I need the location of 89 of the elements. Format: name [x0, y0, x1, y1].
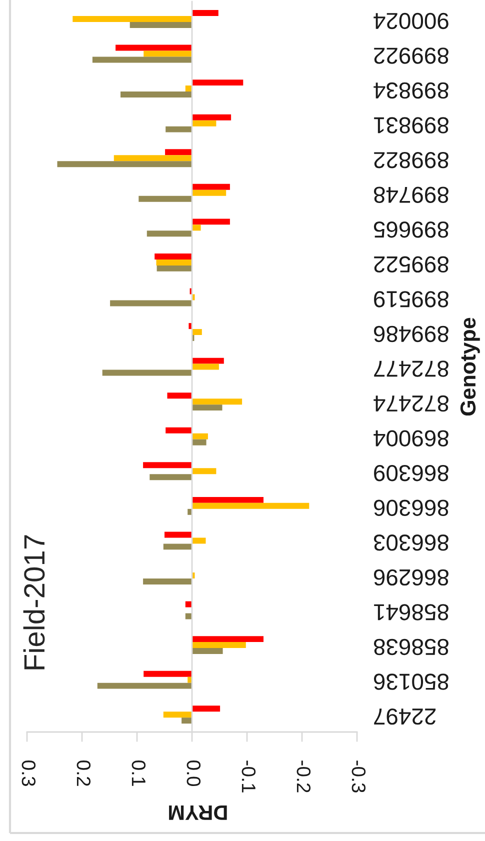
bar: [192, 433, 208, 440]
bar: [143, 578, 192, 584]
bar: [192, 502, 310, 509]
y-tick-label: 866309: [374, 464, 448, 482]
bar: [164, 532, 192, 538]
bar: [192, 120, 216, 126]
bar: [192, 706, 220, 712]
y-tick-label: 899519: [374, 291, 448, 308]
bar: [192, 218, 230, 225]
bar: [192, 642, 246, 648]
y-tick-label: 22497: [374, 708, 436, 725]
bar: [192, 496, 264, 503]
x-tick-label: -0.3: [352, 760, 366, 792]
x-tick-label: 0.2: [76, 760, 91, 786]
x-tick-label: 0.3: [22, 760, 36, 786]
bar: [163, 544, 192, 550]
y-axis-title: Genotype: [460, 318, 480, 416]
bar: [144, 50, 192, 57]
bar: [92, 56, 192, 63]
bar: [192, 329, 202, 336]
y-tick-label: 899831: [374, 117, 448, 134]
bar: [185, 601, 192, 608]
bar: [192, 358, 224, 364]
y-tick-label: 866306: [374, 500, 448, 516]
bar: [150, 474, 192, 480]
bar: [167, 392, 192, 399]
bar: [188, 508, 192, 515]
bar: [185, 86, 192, 92]
bar: [110, 300, 192, 306]
text: Field-2017: [23, 535, 45, 670]
x-tick-label: -0.1: [242, 760, 256, 792]
x-tick-label: -0.2: [296, 760, 311, 792]
bar: [192, 538, 206, 544]
bar: [146, 230, 192, 237]
bar: [188, 676, 192, 683]
y-tick-label: 866303: [374, 534, 448, 551]
x-tick-label: 0.1: [132, 760, 146, 786]
bar: [120, 92, 192, 98]
bar: [192, 294, 195, 300]
bar: [156, 265, 192, 272]
bar: [192, 439, 206, 446]
bar: [57, 161, 192, 168]
bar: [116, 44, 192, 51]
y-tick-label: 858641: [374, 604, 448, 620]
bar: [130, 22, 192, 28]
y-tick-label: 900024: [374, 12, 448, 30]
y-tick-label: 899665: [374, 222, 448, 238]
bar: [166, 126, 192, 132]
bar: [144, 670, 192, 677]
y-tick-label: 899748: [374, 186, 448, 203]
bar: [192, 190, 226, 196]
bar: [192, 648, 223, 654]
bar: [163, 712, 192, 718]
bar: [156, 259, 192, 266]
bar: [97, 682, 192, 689]
bar: [102, 370, 192, 376]
bar: [192, 114, 232, 120]
bar: [72, 16, 192, 22]
y-tick-label: 899522: [374, 256, 448, 273]
y-tick-label: 858638: [374, 638, 448, 656]
bar: [192, 184, 230, 190]
y-tick-label: 872474: [374, 395, 448, 412]
y-tick-label: 899822: [374, 152, 448, 168]
bar: [192, 636, 264, 642]
y-tick-label: 869004: [374, 430, 448, 446]
x-tick-label: 0.0: [186, 760, 201, 786]
bar: [192, 404, 222, 411]
bar: [165, 149, 192, 156]
bar: [188, 323, 192, 330]
y-tick-label: 850136: [374, 674, 448, 690]
y-tick-label: 872477: [374, 360, 448, 377]
bar: [192, 468, 216, 474]
bar: [166, 427, 192, 434]
bar: [192, 398, 242, 405]
bar: [154, 253, 192, 260]
bar: [182, 718, 192, 724]
bar: [143, 462, 192, 468]
y-tick-label: 899834: [374, 82, 448, 99]
x-axis-title: DRYM: [169, 805, 227, 820]
bar: [192, 572, 195, 578]
y-tick-label: 866296: [374, 569, 448, 586]
bar: [192, 224, 201, 231]
bar: [192, 364, 219, 370]
y-tick-label: 899486: [374, 326, 448, 342]
bar: [114, 155, 192, 162]
y-tick-label: 899922: [374, 48, 448, 64]
bar: [192, 80, 244, 86]
bar: [192, 10, 218, 16]
bar: [138, 196, 192, 202]
